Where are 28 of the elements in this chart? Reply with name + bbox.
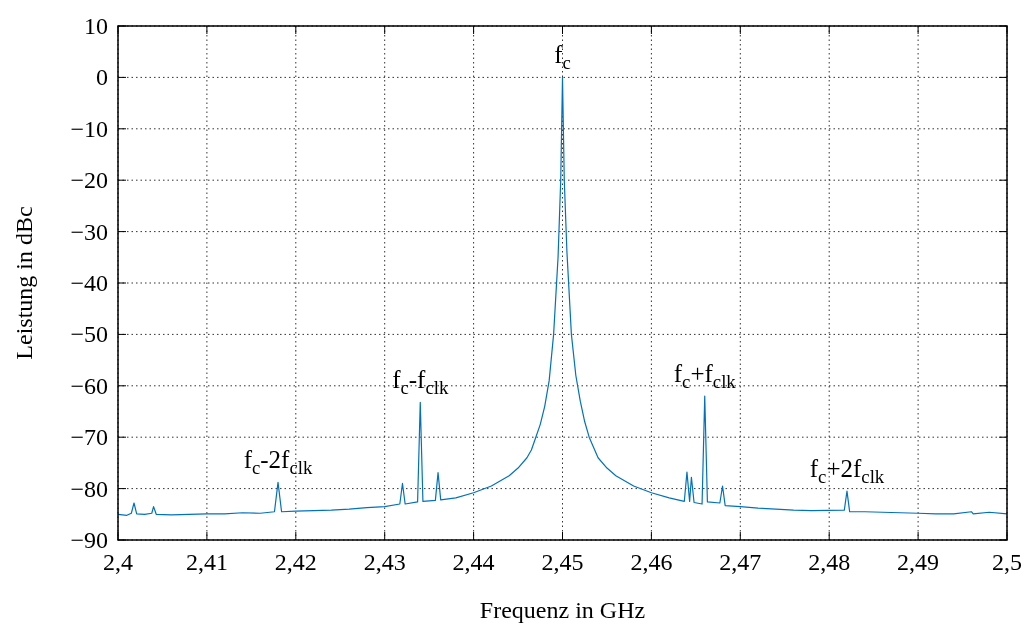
- x-tick-label: 2,48: [808, 549, 851, 575]
- y-axis-title: Leistung in dBc: [11, 206, 37, 360]
- y-tick-label: −10: [70, 115, 108, 142]
- annotation: f$_{c}$-2f$_{clk}$: [243, 446, 313, 479]
- y-tick-label: −30: [70, 218, 108, 245]
- x-tick-label: 2,41: [185, 549, 228, 575]
- x-tick-label: 2,43: [363, 549, 406, 575]
- x-tick-label: 2,49: [897, 549, 940, 575]
- y-tick-label: 10: [84, 13, 108, 39]
- x-axis-title: Frequenz in GHz: [479, 597, 646, 623]
- x-tick-label: 2,5: [992, 549, 1022, 575]
- y-tick-label: 0: [96, 64, 108, 91]
- annotation: f$_{c}$: [554, 41, 571, 74]
- x-tick-label: 2,42: [274, 549, 317, 575]
- annotation: f$_{c}$+f$_{clk}$: [673, 360, 737, 392]
- y-tick-label: −60: [70, 372, 108, 399]
- x-tick-label: 2,47: [719, 549, 762, 575]
- x-tick-label: 2,46: [630, 549, 673, 575]
- x-tick-label: 2,45: [541, 549, 584, 575]
- y-tick-label: −20: [70, 167, 108, 194]
- line-series: [117, 76, 1008, 516]
- annotation: f$_{c}$-f$_{clk}$: [392, 366, 449, 398]
- y-tick-label: −50: [70, 321, 108, 348]
- y-tick-label: −40: [70, 270, 108, 296]
- x-tick-label: 2,44: [452, 549, 495, 575]
- y-tick-label: −70: [70, 424, 108, 451]
- y-tick-label: −80: [70, 475, 108, 502]
- annotation: f$_{c}$+2f$_{clk}$: [809, 455, 885, 487]
